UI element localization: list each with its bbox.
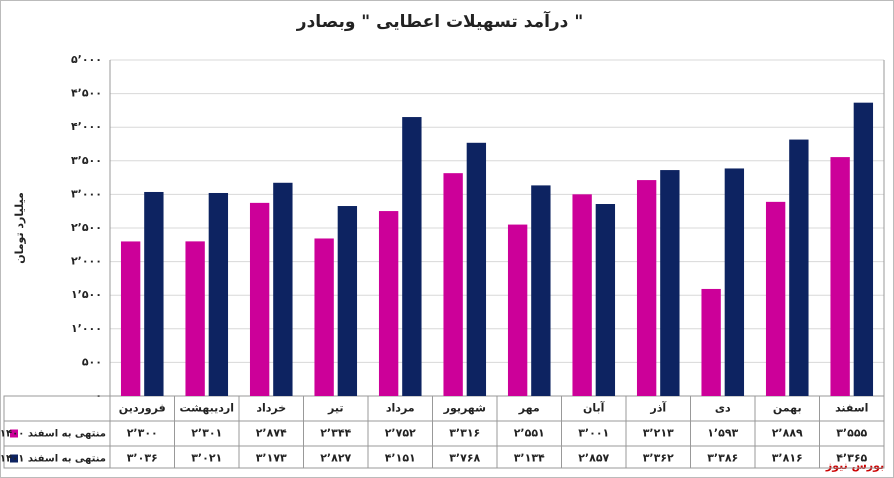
chart-title: درآمد تسهیلات اعطایی " وبصادر ": [296, 10, 583, 32]
y-tick-label: ۳٬۵۰۰: [71, 154, 102, 167]
x-tick-label: مرداد: [386, 402, 415, 415]
y-tick-label: ۵٬۰۰۰: [71, 53, 102, 66]
value-label: ۱٬۵۹۳: [707, 427, 738, 440]
value-label: ۲٬۸۸۹: [772, 427, 803, 440]
value-label: ۳٬۷۶۸: [449, 452, 480, 465]
y-tick-label: ۵۰۰: [82, 355, 102, 368]
value-label: ۴٬۳۶۵: [836, 452, 867, 465]
bar: [144, 191, 164, 396]
y-tick-label: ۲٬۰۰۰: [71, 255, 102, 268]
value-label: ۳٬۰۳۶: [127, 452, 158, 465]
value-label: ۳٬۳۸۶: [707, 452, 738, 465]
value-label: ۳٬۵۵۵: [836, 427, 867, 440]
x-tick-label: خرداد: [256, 402, 286, 415]
bar: [636, 180, 657, 396]
legend-label: منتهی به اسفند ۱۴۰۰: [0, 429, 106, 440]
bar: [466, 142, 487, 396]
bar: [701, 288, 721, 396]
value-label: ۴٬۱۵۱: [385, 452, 416, 465]
y-tick-label: ۲٬۵۰۰: [71, 221, 102, 234]
x-tick-label: اردیبهشت: [180, 402, 234, 415]
bar: [660, 170, 680, 396]
bar: [273, 182, 293, 396]
value-label: ۳٬۲۱۳: [643, 427, 674, 440]
bar: [337, 206, 358, 396]
value-label: ۲٬۸۵۷: [578, 452, 609, 465]
value-label: ۳٬۰۰۱: [578, 427, 609, 440]
bar: [208, 192, 229, 396]
y-tick-label: ۱٬۰۰۰: [71, 322, 102, 335]
bar: [572, 194, 592, 396]
x-tick-label: بهمن: [773, 402, 802, 415]
value-label: ۳٬۱۳۴: [514, 452, 545, 465]
y-tick-label: ۱٬۵۰۰: [71, 288, 102, 301]
x-tick-label: دی: [715, 402, 731, 415]
value-label: ۲٬۸۷۴: [256, 427, 287, 440]
bar: [531, 185, 551, 396]
bar: [595, 204, 616, 396]
x-tick-label: اسفند: [835, 402, 868, 415]
x-tick-label: مهر: [518, 402, 540, 415]
bar: [765, 201, 786, 396]
bar: [830, 157, 850, 396]
x-tick-label: آبان: [583, 401, 605, 415]
y-tick-label: ۴٬۵۰۰: [71, 87, 102, 100]
bar: [853, 102, 874, 396]
y-tick-label: ۳٬۰۰۰: [71, 187, 102, 200]
y-axis-label: میلیارد تومان: [13, 192, 26, 264]
value-label: ۳٬۱۷۳: [256, 452, 287, 465]
value-label: ۳٬۳۶۲: [643, 452, 674, 465]
bar: [378, 211, 399, 396]
bar: [724, 168, 745, 396]
bar: [120, 241, 141, 396]
x-tick-label: فروردین: [119, 402, 166, 415]
value-label: ۲٬۸۲۷: [320, 452, 351, 465]
bar: [507, 224, 528, 396]
legend-label: منتهی به اسفند ۱۴۰۱: [0, 454, 106, 465]
value-label: ۳٬۰۲۱: [191, 452, 222, 465]
value-label: ۳٬۸۱۶: [772, 452, 803, 465]
bar: [789, 139, 809, 396]
y-tick-label: ۴٬۰۰۰: [71, 120, 102, 133]
legend-swatch: [10, 429, 18, 438]
bar: [443, 173, 463, 396]
value-label: ۲٬۳۴۴: [320, 427, 351, 440]
value-label: ۲٬۵۵۱: [514, 427, 545, 440]
bar: [314, 238, 334, 396]
x-tick-label: تیر: [327, 402, 343, 415]
x-tick-label: آذر: [649, 401, 666, 415]
x-tick-label: شهریور: [443, 402, 486, 415]
bar: [402, 117, 422, 397]
value-label: ۲٬۳۰۰: [127, 427, 158, 440]
value-label: ۲٬۳۰۱: [191, 427, 222, 440]
bar: [249, 202, 270, 396]
bar: [185, 241, 205, 396]
watermark: بورس نیوز: [825, 459, 884, 472]
value-label: ۳٬۳۱۶: [449, 427, 480, 440]
legend-swatch: [10, 454, 18, 463]
value-label: ۲٬۷۵۲: [385, 427, 416, 440]
